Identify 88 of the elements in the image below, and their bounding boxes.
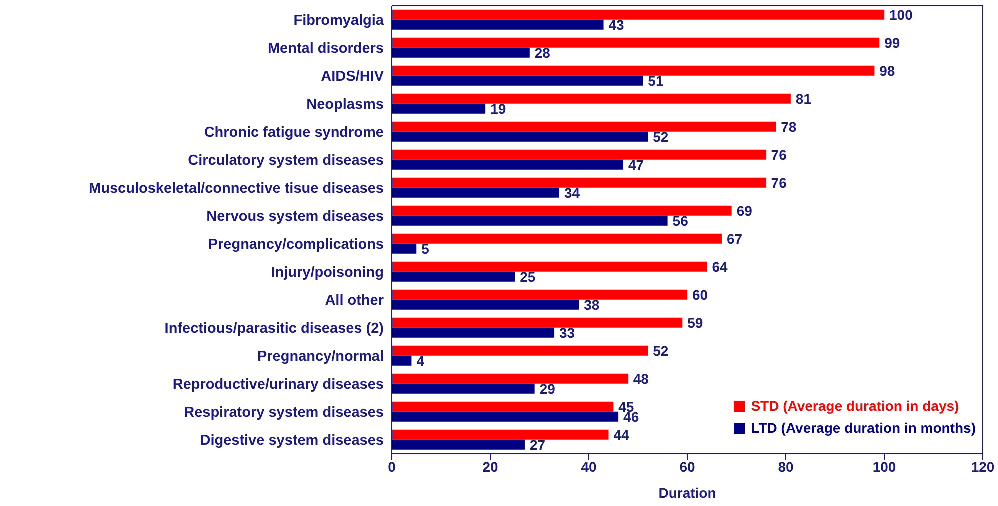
bar [392,216,668,226]
data-label: 43 [608,16,625,33]
data-label: 28 [534,44,551,61]
y-tick-label: Chronic fatigue syndrome [204,125,384,142]
data-label: 5 [422,240,430,257]
data-label: 100 [890,6,914,23]
data-label: 81 [796,90,812,107]
bar [392,272,516,282]
y-tick-label: Nervous system diseases [206,209,384,226]
data-label: 67 [726,230,743,247]
y-tick-label: Pregnancy/normal [257,349,384,366]
data-label: 44 [614,426,630,443]
x-tick-label: 120 [971,458,995,475]
bar [392,188,560,198]
bar [392,10,884,20]
data-label: 52 [653,342,669,359]
x-tick-label: 60 [680,458,696,475]
bar [392,440,525,450]
data-label: 34 [564,184,580,201]
y-tick-label: All other [325,293,384,310]
data-label: 33 [560,324,576,341]
data-label: 98 [880,62,896,79]
data-label: 78 [781,118,797,135]
y-tick-label: Digestive system diseases [200,433,384,450]
y-tick-label: AIDS/HIV [321,69,384,86]
data-label: 60 [692,286,708,303]
y-tick-label: Infectious/parasitic diseases (2) [164,321,384,338]
bar [392,244,417,254]
data-label: 48 [633,370,650,387]
bar [392,104,486,114]
bar [392,262,708,272]
y-tick-label: Mental disorders [268,41,384,58]
x-tick-label: 40 [581,458,597,475]
data-label: 76 [771,174,788,191]
data-label: 4 [416,352,425,369]
bar [392,132,648,142]
y-tick-label: Pregnancy/complications [208,237,384,254]
bar [392,328,555,338]
bar [392,430,609,440]
y-tick-label: Circulatory system diseases [188,153,384,170]
bar [392,300,580,310]
bar [392,206,732,216]
x-tick-label: 80 [778,458,794,475]
y-tick-label: Injury/poisoning [271,265,384,282]
bar [392,94,791,104]
bar [392,290,688,300]
bar [392,356,412,366]
bar [392,76,644,86]
data-label: 52 [653,128,669,145]
data-label: 38 [584,296,600,313]
bar [392,402,614,412]
data-label: 25 [520,268,536,285]
data-label: 64 [712,258,728,275]
y-tick-label: Respiratory system diseases [184,405,384,422]
x-tick-label: 0 [388,458,396,475]
data-label: 29 [540,380,556,397]
bar [392,48,530,58]
y-tick-label: Reproductive/urinary diseases [172,377,384,394]
legend-label: STD (Average duration in days) [751,398,960,414]
data-label: 27 [530,436,546,453]
y-tick-label: Fibromyalgia [294,13,385,30]
data-label: 51 [648,72,664,89]
data-label: 19 [490,100,506,117]
bar [392,122,776,132]
bar [392,374,628,384]
bar [392,318,683,328]
y-tick-label: Musculoskeletal/connective tisue diseases [89,181,384,198]
bar [392,160,624,170]
legend-label: LTD (Average duration in months) [751,420,976,436]
x-axis-title: Duration [658,485,716,501]
data-label: 56 [672,212,689,229]
bar [392,66,875,76]
bar [392,412,619,422]
bar [392,38,880,48]
data-label: 76 [771,146,788,163]
bar [392,384,535,394]
bar [392,346,648,356]
bar [392,178,766,188]
x-tick-label: 20 [482,458,498,475]
y-tick-label: Neoplasms [306,97,384,114]
x-tick-label: 100 [872,458,896,475]
data-label: 99 [884,34,900,51]
data-label: 47 [628,156,644,173]
bar [392,234,722,244]
data-label: 59 [688,314,704,331]
bar [392,20,604,30]
data-label: 69 [736,202,753,219]
bar [392,150,766,160]
